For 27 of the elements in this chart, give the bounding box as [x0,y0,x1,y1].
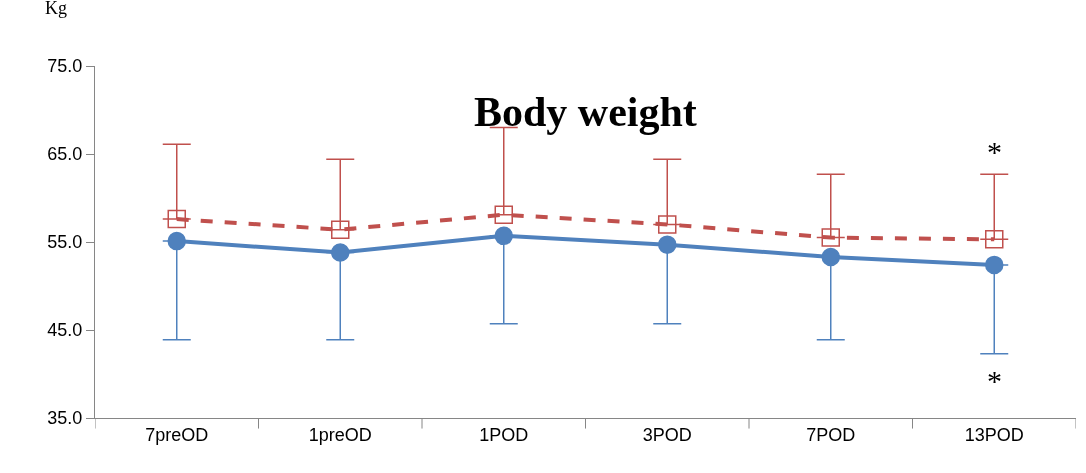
x-tick-label: 13POD [964,424,1024,445]
point [985,255,1004,275]
x-tick-label: 1preOD [308,424,372,445]
y-tick-label: 55.0 [47,232,83,253]
y-tick-label: 65.0 [47,144,83,165]
y-axis-title: Kg [45,0,67,18]
point [331,243,350,262]
point [331,220,350,239]
x-tick-label: 3POD [642,424,692,445]
annotation: * [987,364,1002,397]
x-tick-label: 7POD [806,424,856,445]
point [167,231,186,251]
y-tick-label: 75.0 [47,56,83,77]
point [658,235,677,254]
point [658,215,677,234]
point [821,247,840,267]
x-tick-label: 7preOD [145,424,209,445]
y-tick-label: 35.0 [47,408,83,429]
point [167,209,186,229]
point [985,230,1004,249]
annotation: * [987,135,1002,168]
point [494,226,513,246]
text: Body weight [474,89,697,135]
point [494,205,513,224]
y-tick-label: 45.0 [47,320,83,341]
point [821,228,840,247]
x-tick-label: 1POD [479,424,529,445]
